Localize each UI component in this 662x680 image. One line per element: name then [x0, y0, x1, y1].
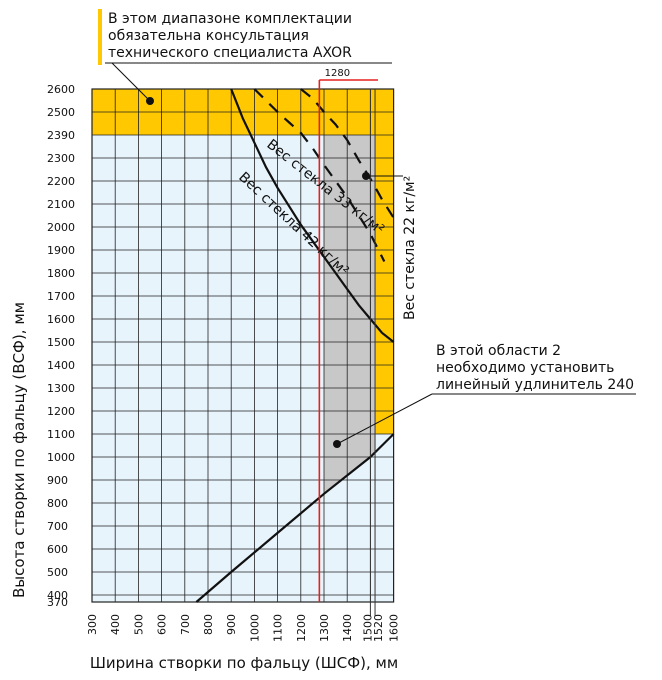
y-tick-label: 2600 [47, 83, 75, 96]
annotation-line-1: В этом диапазоне комплектации [108, 11, 352, 27]
x-tick-label: 1600 [388, 614, 401, 642]
series-line-2 [253, 88, 386, 262]
y-tick-label: 2300 [47, 152, 75, 165]
annotation-line-3: технического специалиста AXOR [108, 45, 352, 61]
y-tick-label: 1100 [47, 428, 75, 441]
reference-line-label: 1280 [325, 68, 350, 79]
y-tick-label: 800 [47, 497, 68, 510]
y-axis-title: Высота створки по фальцу (ВСФ), мм [10, 302, 28, 598]
x-tick-label: 1400 [341, 614, 354, 642]
x-tick-label: 800 [202, 614, 215, 635]
y-tick-label: 1900 [47, 244, 75, 257]
x-tick-label: 1100 [272, 614, 285, 642]
annotation-marker [98, 9, 102, 65]
x-tick-label: 700 [179, 614, 192, 635]
x-tick-label: 1300 [318, 614, 331, 642]
y-tick-label: 500 [47, 566, 68, 579]
glass-22-pointer [362, 172, 403, 180]
series-line-4 [195, 433, 395, 603]
x-tick-label: 900 [225, 614, 238, 635]
tick-labels: 3704005006007008009001000110012001300140… [47, 83, 401, 642]
x-tick-label: 1000 [248, 614, 261, 642]
x-tick-label: 1200 [295, 614, 308, 642]
x-tick-label: 500 [132, 614, 145, 635]
x-tick-label: 400 [109, 614, 122, 635]
x-tick-label: 1500 [361, 614, 374, 642]
y-tick-label: 1300 [47, 382, 75, 395]
annotation-pointer [111, 62, 151, 102]
x-tick-label: 600 [156, 614, 169, 635]
y-tick-label: 700 [47, 520, 68, 533]
extender-annotation: В этой области 2 необходимо установить л… [333, 343, 636, 448]
y-tick-label: 2000 [47, 221, 75, 234]
y-tick-label: 400 [47, 589, 68, 602]
x-axis-title: Ширина створки по фальцу (ШСФ), мм [90, 654, 398, 672]
extender-line-1: В этой области 2 [436, 343, 561, 359]
curve-label-22: Вес стекла 22 кг/м² [402, 176, 418, 320]
y-tick-label: 1000 [47, 451, 75, 464]
y-tick-label: 600 [47, 543, 68, 556]
extender-dot [333, 440, 341, 448]
series-line-1 [230, 88, 395, 343]
regions [92, 89, 394, 602]
annotation-line-2: обязательна консультация [108, 28, 309, 44]
y-tick-label: 1400 [47, 359, 75, 372]
y-tick-label: 370 [47, 596, 68, 609]
consultation-region-right [375, 135, 394, 434]
x-tick-label: 1520 [372, 614, 385, 642]
extender-pointer [336, 393, 433, 445]
y-tick-label: 2200 [47, 175, 75, 188]
x-tick-label: 300 [86, 614, 99, 635]
grid [91, 88, 395, 603]
extender-line-2: необходимо установить [436, 360, 614, 376]
y-tick-label: 2390 [47, 129, 75, 142]
annotation-dot [146, 97, 154, 105]
y-tick-label: 1600 [47, 313, 75, 326]
y-tick-label: 1200 [47, 405, 75, 418]
extender-line-3: линейный удлинитель 240 [436, 377, 634, 393]
curves [195, 88, 395, 603]
y-tick-label: 2100 [47, 198, 75, 211]
consultation-annotation: В этом диапазоне комплектации обязательн… [98, 9, 392, 105]
series-line-3 [300, 88, 395, 219]
extender-region [324, 135, 376, 494]
y-tick-label: 1500 [47, 336, 75, 349]
y-tick-label: 1700 [47, 290, 75, 303]
reference-lines [318, 79, 378, 616]
y-tick-label: 900 [47, 474, 68, 487]
plot-frame [91, 88, 395, 603]
y-tick-label: 2500 [47, 106, 75, 119]
y-tick-label: 1800 [47, 267, 75, 280]
